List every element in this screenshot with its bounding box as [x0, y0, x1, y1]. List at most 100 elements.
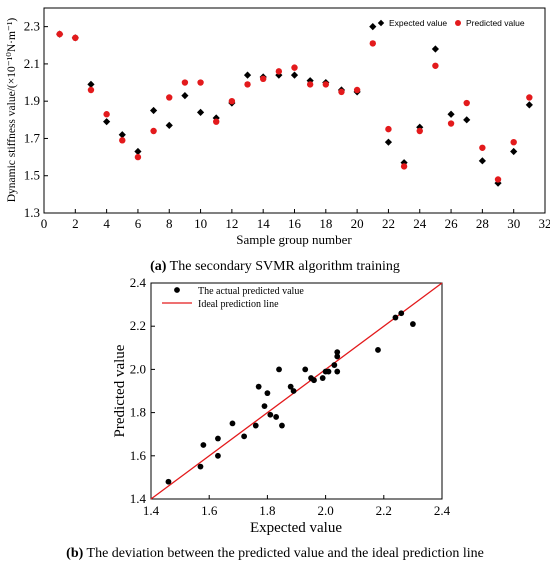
- chart-b-data-point: [302, 366, 309, 373]
- chart-b-data-point: [279, 422, 285, 429]
- chart-a-predicted-point: [416, 127, 423, 135]
- chart-b-legend-point-marker: [174, 287, 180, 293]
- chart-b-data-point: [334, 368, 341, 375]
- chart-a-y-tick-label: 2.3: [24, 19, 40, 34]
- chart-a-x-tick-label: 20: [351, 216, 364, 231]
- chart-a-expected-point: [384, 138, 393, 146]
- chart-a-expected-point: [463, 116, 471, 124]
- chart-a-expected-point: [134, 147, 142, 156]
- chart-a-x-tick-label: 16: [288, 216, 302, 231]
- chart-a-x-tick-label: 6: [135, 216, 142, 231]
- chart-a-predicted-point: [72, 34, 79, 42]
- chart-a-y-tick-label: 1.7: [24, 130, 41, 145]
- chart-a-predicted-point: [432, 62, 439, 69]
- chart-a-predicted-point: [338, 88, 345, 96]
- chart-a-x-tick-label: 24: [413, 216, 427, 231]
- chart-a-expected-point: [118, 131, 126, 139]
- chart-a-x-tick-label: 18: [319, 216, 332, 231]
- chart-a-legend-label: Predicted value: [466, 18, 525, 28]
- chart-b-data-point: [241, 433, 248, 440]
- caption-b-label: (b): [66, 546, 83, 561]
- chart-a-x-tick-label: 10: [194, 216, 207, 231]
- chart-a: 0 2 4 6 8 10 12 14 16 18 20 22 24 26 28 30 32 1.31.51.71…: [6, 7, 550, 247]
- chart-a-x-tick-label: 8: [166, 216, 173, 231]
- chart-a-predicted-point: [103, 111, 110, 118]
- chart-a-expected-point: [196, 108, 205, 116]
- chart-a-predicted-point: [322, 81, 330, 88]
- chart-a-expected-point: [149, 106, 158, 115]
- chart-a-expected-point: [431, 45, 440, 53]
- chart-b-data-point: [267, 411, 274, 418]
- chart-a-expected-point: [478, 157, 486, 165]
- chart-b-data-point: [229, 420, 236, 427]
- chart-a-legend-predicted-marker: [455, 20, 461, 26]
- chart-b-x-tick-label: 1.8: [259, 503, 275, 518]
- chart-a-x-tick-label: 2: [72, 216, 79, 231]
- chart-a-x-tick-label: 28: [476, 216, 489, 231]
- chart-b-data-point: [197, 463, 204, 470]
- chart-b-data-point: [375, 347, 381, 353]
- chart-a-predicted-point: [369, 40, 376, 47]
- chart-a-predicted-point: [197, 79, 204, 86]
- chart-a-predicted-point: [479, 144, 486, 151]
- chart-b-data-point: [319, 375, 326, 381]
- chart-b-data-point: [215, 452, 221, 459]
- chart-a-predicted-point: [166, 94, 173, 101]
- chart-a-x-tick-label: 12: [225, 216, 238, 231]
- chart-a-x-tick-label: 4: [103, 216, 110, 231]
- chart-b-data-point: [261, 403, 268, 410]
- caption-b: (b) The deviation between the predicted …: [66, 546, 484, 561]
- chart-a-expected-point: [165, 121, 173, 130]
- chart-a-plot-frame: [43, 7, 546, 214]
- chart-a-predicted-point: [134, 153, 142, 161]
- chart-a-x-tick-label: 22: [382, 216, 395, 231]
- chart-a-x-tick-label: 32: [539, 216, 550, 231]
- chart-a-predicted-point: [291, 64, 298, 71]
- chart-b-data-point: [287, 383, 294, 390]
- chart-a-x-tick-label: 14: [257, 216, 271, 231]
- chart-a-predicted-point: [213, 118, 220, 125]
- chart-a-expected-point: [447, 110, 455, 118]
- chart-a-expected-point: [510, 147, 518, 156]
- chart-b-data-point: [200, 442, 207, 448]
- chart-b-x-tick-label: 2.4: [434, 503, 451, 518]
- chart-a-predicted-point: [150, 127, 157, 135]
- chart-a-y-tick-label: 1.5: [24, 168, 40, 183]
- chart-b-data-point: [392, 314, 399, 321]
- chart-a-predicted-point: [400, 163, 408, 170]
- chart-a-predicted-point: [526, 94, 533, 101]
- chart-a-predicted-point: [228, 97, 236, 105]
- caption-a: (a) The secondary SVMR algorithm trainin…: [150, 259, 400, 274]
- chart-b-data-point: [331, 362, 338, 368]
- chart-b-y-tick-label: 2.0: [130, 361, 146, 376]
- caption-b-text: The deviation between the predicted valu…: [83, 546, 484, 561]
- chart-b-x-tick-label: 1.6: [201, 503, 218, 518]
- chart-b-y-tick-label: 2.2: [130, 318, 146, 333]
- chart-a-predicted-point: [494, 176, 502, 183]
- chart-b-x-tick-label: 2.0: [317, 503, 333, 518]
- caption-a-label: (a): [150, 259, 167, 274]
- chart-a-predicted-point: [244, 81, 251, 88]
- chart-b-data-point: [334, 349, 341, 356]
- chart-a-expected-point: [87, 80, 95, 89]
- chart-b-y-tick-label: 1.4: [130, 491, 147, 506]
- chart-a-predicted-point: [119, 137, 126, 144]
- chart-a-y-tick-label: 1.3: [24, 205, 40, 220]
- chart-b-data-point: [165, 478, 172, 485]
- chart-a-expected-point: [103, 118, 111, 126]
- chart-b-data-point: [398, 310, 405, 317]
- chart-a-expected-point: [525, 101, 533, 109]
- chart-b-y-axis-label: Predicted value: [112, 344, 128, 437]
- chart-b-data-point: [273, 414, 280, 420]
- chart-b-x-axis-label: Expected value: [250, 520, 342, 536]
- chart-a-expected-point: [369, 23, 377, 31]
- chart-a-y-tick-label: 1.9: [24, 93, 40, 108]
- chart-a-expected-point: [243, 71, 252, 79]
- chart-a-x-tick-label: 26: [445, 216, 459, 231]
- chart-a-predicted-point: [87, 86, 95, 94]
- chart-b-data-point: [252, 422, 259, 429]
- chart-b-data-point: [264, 390, 271, 397]
- chart-a-x-tick-label: 30: [507, 216, 520, 231]
- chart-a-predicted-point: [259, 75, 267, 83]
